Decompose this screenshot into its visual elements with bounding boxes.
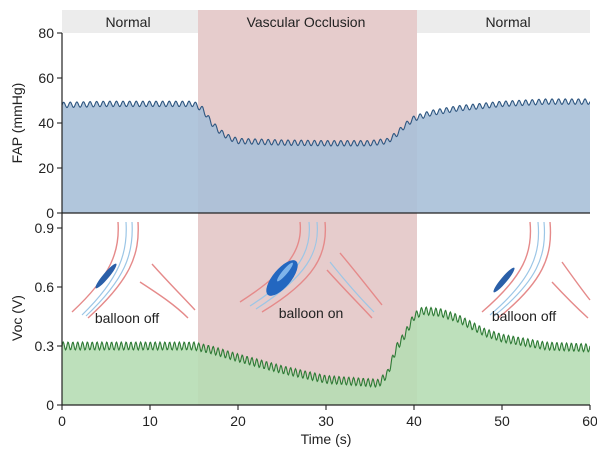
annotation-balloon-on: balloon on (279, 305, 344, 321)
voc-y-tick-label: 0.6 (35, 279, 55, 295)
region-band-normal-right (417, 10, 590, 33)
fap-area (62, 98, 590, 213)
fap-y-tick-label: 40 (38, 115, 54, 131)
voc-y-tick-label: 0.3 (35, 338, 55, 354)
fap-y-tick-label: 80 (38, 25, 54, 41)
voc-y-tick-label: 0 (46, 397, 54, 413)
region-label-occlusion: Vascular Occlusion (247, 14, 366, 30)
voc-y-axis-title: Voc (V) (9, 295, 25, 341)
balloon-highlight (277, 262, 293, 282)
fap-y-tick-label: 60 (38, 70, 54, 86)
vessel-diagram-left (71, 221, 196, 319)
annotation-balloon-off-left: balloon off (95, 310, 159, 326)
voc-panel: balloon off balloon on balloon off 00.30… (9, 212, 597, 447)
x-tick-label: 50 (494, 413, 510, 429)
x-tick-label: 60 (582, 413, 597, 429)
fap-line (62, 98, 590, 147)
fap-y-ticks: 0 20 40 60 80 (38, 25, 62, 221)
voc-x-ticks: 0 10 20 30 40 50 60 (58, 405, 597, 429)
fap-y-tick-label: 20 (38, 160, 54, 176)
x-axis-title: Time (s) (301, 431, 352, 447)
deflated-balloon-icon (95, 263, 117, 289)
voc-line (62, 306, 590, 389)
deflated-balloon-icon (493, 267, 515, 293)
voc-y-tick-label: 0.9 (35, 220, 55, 236)
x-tick-label: 0 (58, 413, 66, 429)
annotation-balloon-off-right: balloon off (492, 308, 556, 324)
fap-y-tick-label: 0 (46, 205, 54, 221)
fap-y-axis-title: FAP (mmHg) (9, 83, 25, 164)
vessel-diagram-right (481, 221, 591, 319)
fap-panel: Normal Vascular Occlusion Normal 0 20 40 60… (9, 10, 590, 221)
x-tick-label: 40 (406, 413, 422, 429)
x-tick-label: 10 (142, 413, 158, 429)
x-tick-label: 30 (318, 413, 334, 429)
vessel-diagram-center (239, 221, 383, 319)
region-band-normal-left (62, 10, 198, 33)
region-band-occlusion (198, 10, 417, 33)
region-label-normal-left: Normal (105, 14, 150, 30)
region-label-normal-right: Normal (485, 14, 530, 30)
voc-area (62, 307, 590, 405)
x-tick-label: 20 (230, 413, 246, 429)
voc-y-ticks: 0 0.3 0.6 0.9 (35, 220, 62, 413)
